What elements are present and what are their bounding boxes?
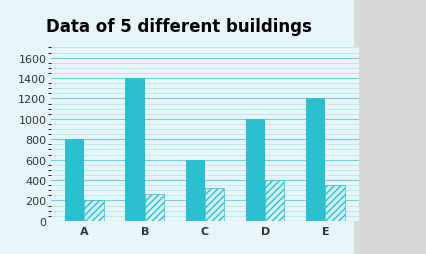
Bar <box>325 185 344 221</box>
Bar <box>265 180 284 221</box>
Bar <box>204 188 224 221</box>
Bar <box>125 79 144 221</box>
Bar <box>204 188 224 221</box>
Bar <box>65 140 84 221</box>
Bar <box>185 160 204 221</box>
Text: Data of 5 different buildings: Data of 5 different buildings <box>46 18 311 36</box>
Bar <box>305 99 325 221</box>
Bar <box>84 201 104 221</box>
Bar <box>325 185 344 221</box>
Bar <box>144 195 164 221</box>
Bar <box>144 195 164 221</box>
Bar <box>265 180 284 221</box>
Bar <box>245 119 265 221</box>
Bar <box>84 201 104 221</box>
